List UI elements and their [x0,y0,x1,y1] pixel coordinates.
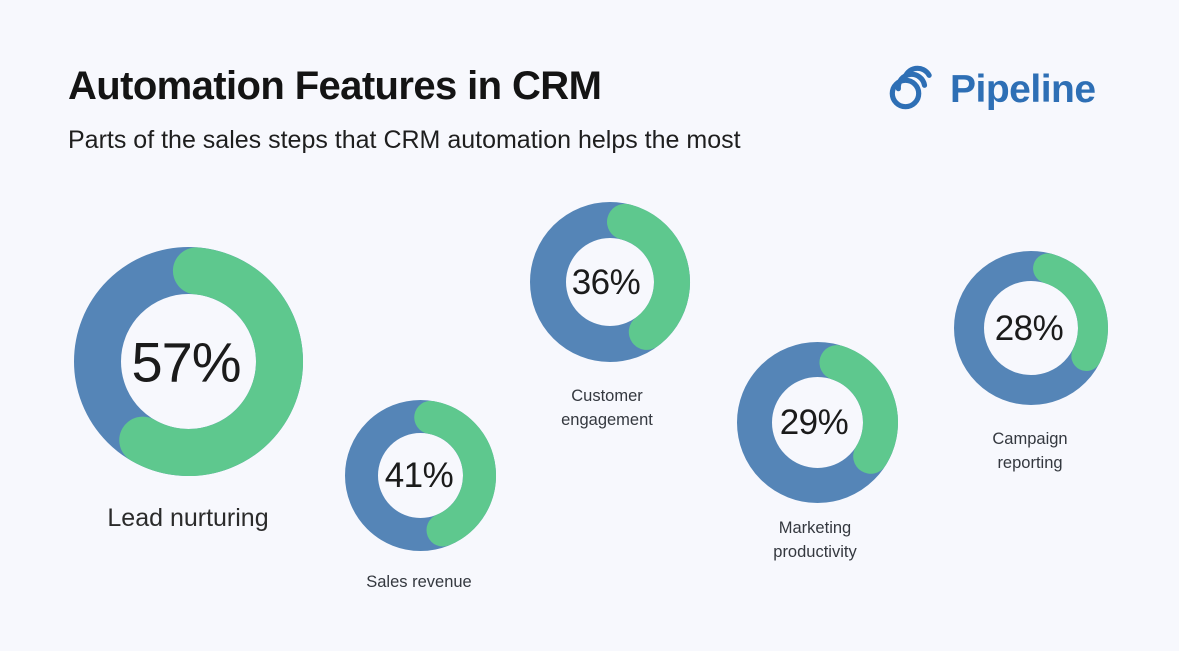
spiral-swoosh-icon [884,58,942,121]
donut-label-lead-nurturing: Lead nurturing [107,504,269,532]
donut-chart-lead-nurturing [70,243,307,480]
logo-wordmark: Pipeline [950,67,1096,111]
donut-chart-sales-revenue [341,396,500,555]
page-title: Automation Features in CRM [68,64,602,108]
donut-label-sales-revenue: Sales revenue [366,573,472,591]
donut-chart-campaign-reporting [950,247,1112,409]
donut-value-sales-revenue: 41% [384,456,454,495]
donut-value-marketing-productivity: 29% [779,403,849,442]
pipeline-logo: Pipeline [884,58,1096,121]
donut-value-lead-nurturing: 57% [131,330,241,394]
donut-value-campaign-reporting: 28% [994,309,1064,348]
donut-value-customer-engagement: 36% [571,263,641,302]
donut-label-marketing-productivity: Marketing productivity [773,519,857,561]
page-subtitle: Parts of the sales steps that CRM automa… [68,126,741,154]
donut-label-campaign-reporting: Campaign reporting [992,430,1068,472]
donut-chart-customer-engagement [526,198,694,366]
donut-label-customer-engagement: Customer engagement [561,387,653,429]
donut-chart-marketing-productivity [733,338,902,507]
